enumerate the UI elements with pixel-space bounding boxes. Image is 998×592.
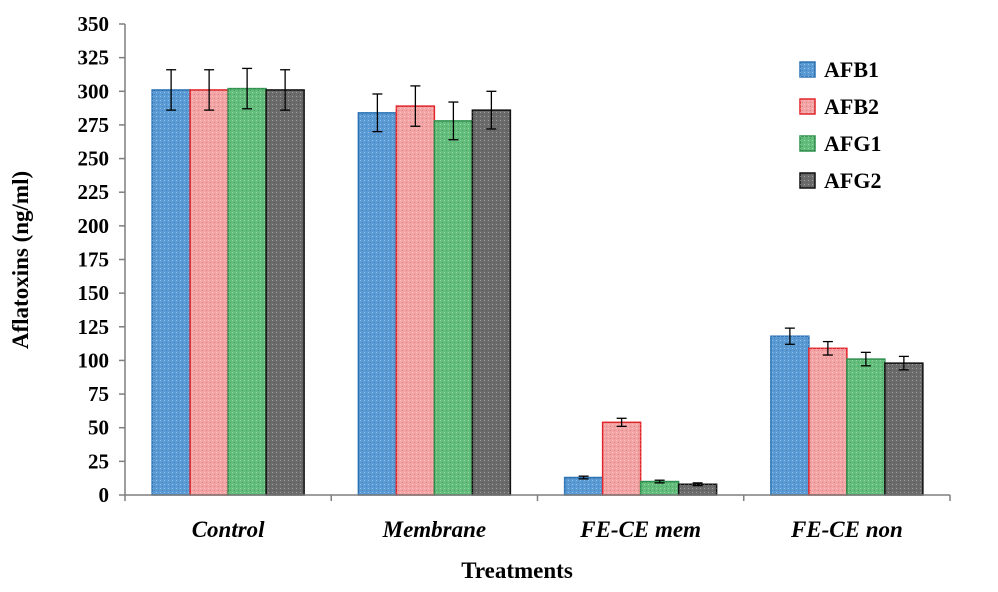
bar-texture	[770, 336, 809, 495]
y-tick-label: 250	[78, 147, 110, 171]
bar-texture	[678, 484, 717, 495]
bar-texture	[190, 89, 229, 495]
legend-label-afb1: AFB1	[824, 57, 879, 82]
legend-swatch-texture	[800, 62, 815, 77]
bar-texture	[846, 359, 885, 495]
y-tick-label: 225	[78, 180, 110, 204]
bars-layer	[151, 87, 924, 496]
bar-texture	[808, 348, 847, 495]
legend-label-afg2: AFG2	[824, 168, 881, 193]
bar-texture	[434, 120, 473, 496]
legend-label-afb2: AFB2	[824, 94, 879, 119]
y-tick-label: 300	[78, 79, 110, 103]
y-tick-label: 25	[88, 449, 109, 473]
legend-swatch-texture	[800, 173, 815, 188]
bar-texture	[884, 363, 923, 495]
y-tick-label: 125	[78, 315, 110, 339]
bar-texture	[640, 481, 679, 495]
bar-texture	[152, 89, 191, 495]
y-tick-label: 275	[78, 113, 110, 137]
x-tick-label: FE-CE mem	[579, 517, 701, 542]
bar-texture	[472, 110, 511, 495]
y-tick-label: 0	[99, 483, 110, 507]
x-tick-label: Membrane	[382, 517, 487, 542]
y-tick-label: 50	[88, 416, 109, 440]
y-tick-label: 75	[88, 382, 109, 406]
y-tick-label: 175	[78, 248, 110, 272]
y-tick-label: 325	[78, 46, 110, 70]
legend-label-afg1: AFG1	[824, 131, 881, 156]
axes-layer: 0 25 50 75 100 125 150 175 200 225 250 275 300 325 350…	[78, 12, 951, 542]
bar-texture	[358, 112, 397, 496]
x-tick-label: Control	[192, 517, 265, 542]
error-bars-layer	[166, 67, 909, 487]
x-axis-title: Treatments	[461, 558, 573, 583]
legend-swatch-texture	[800, 136, 815, 151]
bar-texture	[564, 477, 603, 495]
y-tick-label: 100	[78, 348, 110, 372]
bar-texture	[228, 88, 267, 495]
y-axis-title: Aflatoxins (ng/ml)	[8, 171, 33, 349]
y-tick-label: 150	[78, 281, 110, 305]
bar-texture	[602, 422, 641, 495]
legend: AFB1 AFB2 AFG1 AFG2	[799, 57, 881, 193]
y-tick-label: 200	[78, 214, 110, 238]
legend-swatch-texture	[800, 99, 815, 114]
y-tick-label: 350	[78, 12, 110, 36]
x-tick-label: FE-CE non	[790, 517, 903, 542]
bar-texture	[266, 89, 305, 495]
bar-texture	[396, 106, 435, 496]
